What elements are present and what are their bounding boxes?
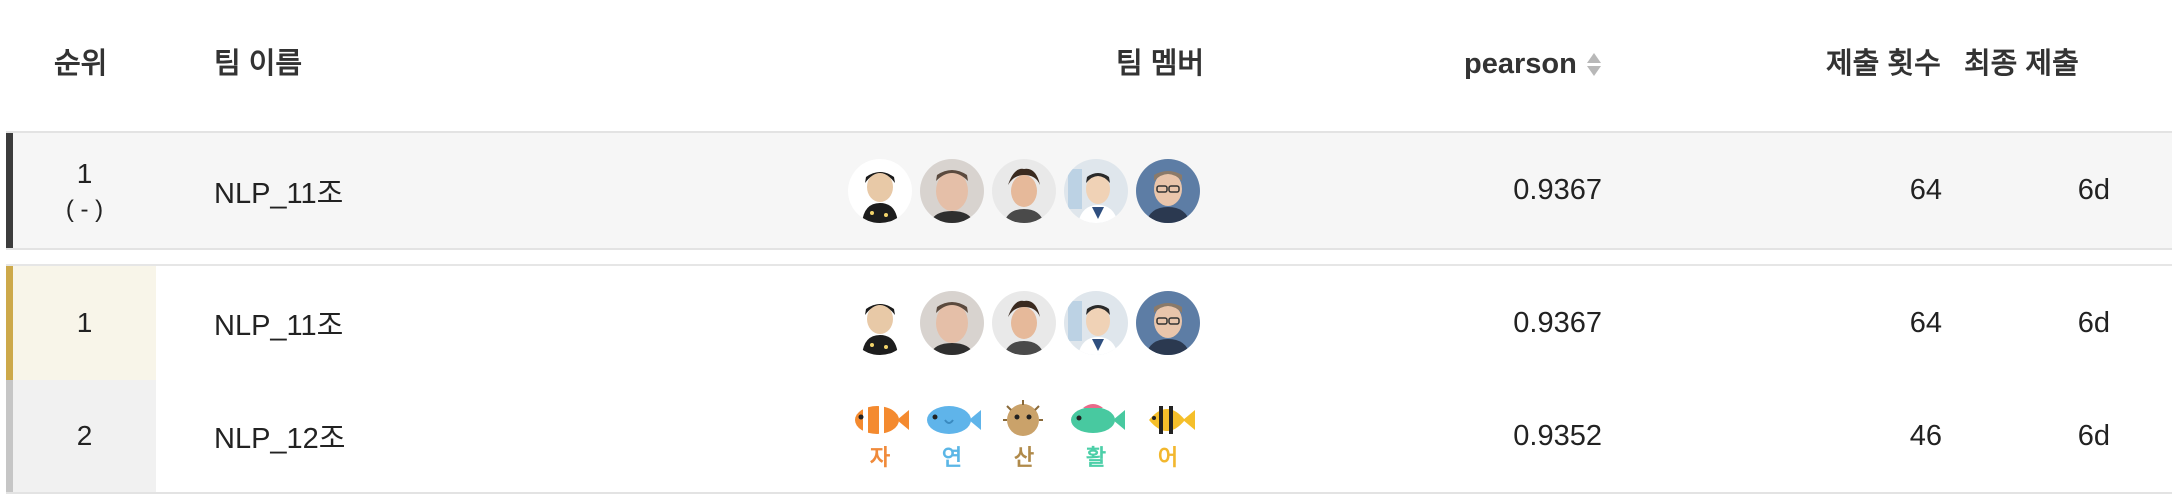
greenfish-icon[interactable]: 활	[1064, 398, 1128, 474]
submission-count: 64	[1909, 306, 1942, 339]
avatar-person-3[interactable]	[992, 158, 1056, 223]
submission-count: 46	[1909, 419, 1942, 452]
avatar-person-1[interactable]	[848, 291, 912, 355]
sort-arrows-icon	[1586, 52, 1601, 76]
team-name: NLP_12조	[214, 423, 346, 455]
avatar-person-5[interactable]	[1136, 158, 1200, 223]
rank-value: 1	[76, 157, 93, 189]
avatar-person-2[interactable]	[920, 291, 984, 355]
member-label: 연	[941, 446, 963, 471]
rank-cell: 1 ( - )	[13, 133, 156, 248]
avatar-person-2[interactable]	[920, 158, 984, 223]
rank-cell: 2	[13, 380, 156, 492]
rank-value: 1	[76, 307, 93, 338]
member-label: 어	[1157, 446, 1179, 471]
avatar-person-1[interactable]	[848, 158, 912, 223]
last-submission: 6d	[2077, 419, 2110, 452]
leaderboard-row[interactable]: 1 NLP_11조 0.9367 64 6d	[6, 264, 2172, 382]
header-score: pearson	[1464, 48, 1577, 80]
rank-cell: 1	[13, 266, 156, 380]
header-last-submission: 최종 제출	[1964, 48, 2079, 80]
team-members: 자 연 산 활 어	[848, 380, 1200, 492]
leaderboard-header: 순위 팀 이름 팀 멤버 pearson 제출 횟수 최종 제출	[0, 0, 2178, 130]
bluefish-icon[interactable]: 연	[920, 398, 984, 474]
team-members	[848, 266, 1200, 380]
stripedfish-icon[interactable]: 어	[1136, 398, 1200, 474]
header-rank: 순위	[54, 48, 108, 80]
header-submissions: 제출 횟수	[1826, 48, 1941, 80]
pearson-score: 0.9352	[1513, 419, 1602, 452]
pufferfish-icon[interactable]: 산	[992, 398, 1056, 474]
member-label: 활	[1085, 446, 1107, 471]
avatar-person-5[interactable]	[1136, 291, 1200, 355]
my-team-indicator	[6, 133, 13, 248]
sort-by-pearson-button[interactable]: pearson	[1464, 44, 1601, 84]
clownfish-icon[interactable]: 자	[848, 398, 912, 474]
last-submission: 6d	[2077, 174, 2110, 206]
team-members	[848, 133, 1200, 248]
avatar-person-3[interactable]	[992, 291, 1056, 355]
rank-value: 2	[76, 420, 93, 451]
team-name: NLP_11조	[214, 310, 344, 342]
pearson-score: 0.9367	[1513, 174, 1602, 206]
header-team-name: 팀 이름	[214, 48, 303, 80]
my-team-row[interactable]: 1 ( - ) NLP_11조 0.9367 64 6d	[6, 131, 2172, 250]
leaderboard-row[interactable]: 2 NLP_12조 자 연 산 활 어 0.	[6, 380, 2172, 494]
avatar-person-4[interactable]	[1064, 158, 1128, 223]
first-place-indicator	[6, 266, 13, 380]
second-place-indicator	[6, 380, 13, 492]
member-label: 자	[869, 446, 891, 471]
header-team-members: 팀 멤버	[1116, 48, 1205, 80]
last-submission: 6d	[2077, 306, 2110, 339]
rank-change: ( - )	[65, 195, 104, 223]
team-name: NLP_11조	[214, 177, 344, 210]
member-label: 산	[1013, 446, 1035, 471]
avatar-person-4[interactable]	[1064, 291, 1128, 355]
submission-count: 64	[1909, 174, 1942, 206]
pearson-score: 0.9367	[1513, 306, 1602, 339]
